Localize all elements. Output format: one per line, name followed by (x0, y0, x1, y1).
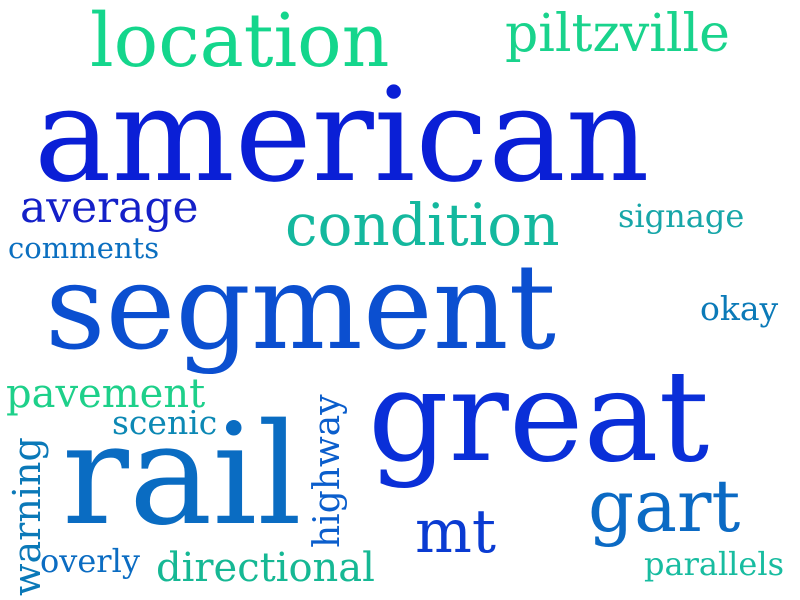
word-scenic: scenic (112, 403, 218, 442)
word-rail: rail (62, 394, 302, 557)
word-american: american (34, 59, 650, 211)
word-great: great (368, 343, 710, 490)
word-pavement: pavement (6, 371, 206, 417)
word-location: location (90, 0, 390, 84)
word-highway: highway (307, 394, 348, 548)
word-signage: signage (618, 197, 745, 235)
word-overly: overly (40, 542, 140, 580)
word-average: average (20, 182, 199, 233)
word-comments: comments (8, 231, 160, 265)
word-condition: condition (285, 191, 560, 259)
word-piltzville: piltzville (505, 4, 730, 64)
word-warning: warning (5, 437, 49, 596)
word-okay: okay (700, 289, 779, 328)
word-directional: directional (156, 545, 375, 591)
word-gart: gart (588, 464, 741, 548)
word-parallels: parallels (644, 545, 784, 583)
word-mt: mt (415, 497, 497, 567)
word-segment: segment (45, 238, 557, 376)
